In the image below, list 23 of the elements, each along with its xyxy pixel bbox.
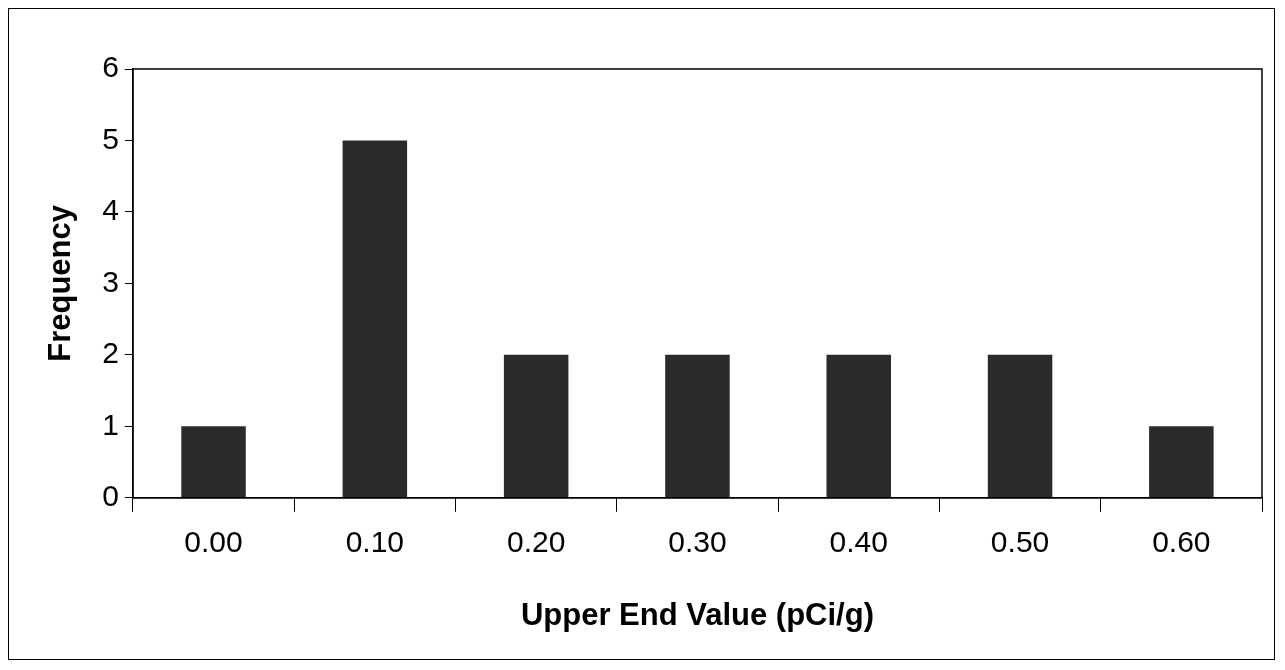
bar <box>826 354 892 498</box>
y-tick-label: 6 <box>102 50 119 84</box>
bar <box>181 426 246 498</box>
y-tick-label: 1 <box>102 407 119 441</box>
x-tick-label: 0.60 <box>1152 525 1211 559</box>
x-tick-label: 0.50 <box>990 525 1050 559</box>
bar <box>503 354 569 498</box>
y-tick-label: 4 <box>102 193 119 227</box>
bar <box>987 354 1053 498</box>
bar <box>342 140 408 498</box>
x-tick-label: 0.40 <box>829 525 888 559</box>
x-tick-label: 0.00 <box>184 525 243 559</box>
bar <box>1149 426 1214 498</box>
y-tick-label: 2 <box>102 336 119 370</box>
y-tick-label: 5 <box>102 121 119 155</box>
x-axis-title: Upper End Value (pCi/g) <box>520 596 874 632</box>
y-axis-title: Frequency <box>42 204 78 362</box>
y-tick-label: 3 <box>102 264 119 298</box>
x-tick-label: 0.20 <box>506 525 566 559</box>
bar <box>665 354 730 498</box>
x-tick-label: 0.30 <box>668 525 727 559</box>
x-tick-label: 0.10 <box>345 525 405 559</box>
y-tick-label: 0 <box>102 479 119 513</box>
